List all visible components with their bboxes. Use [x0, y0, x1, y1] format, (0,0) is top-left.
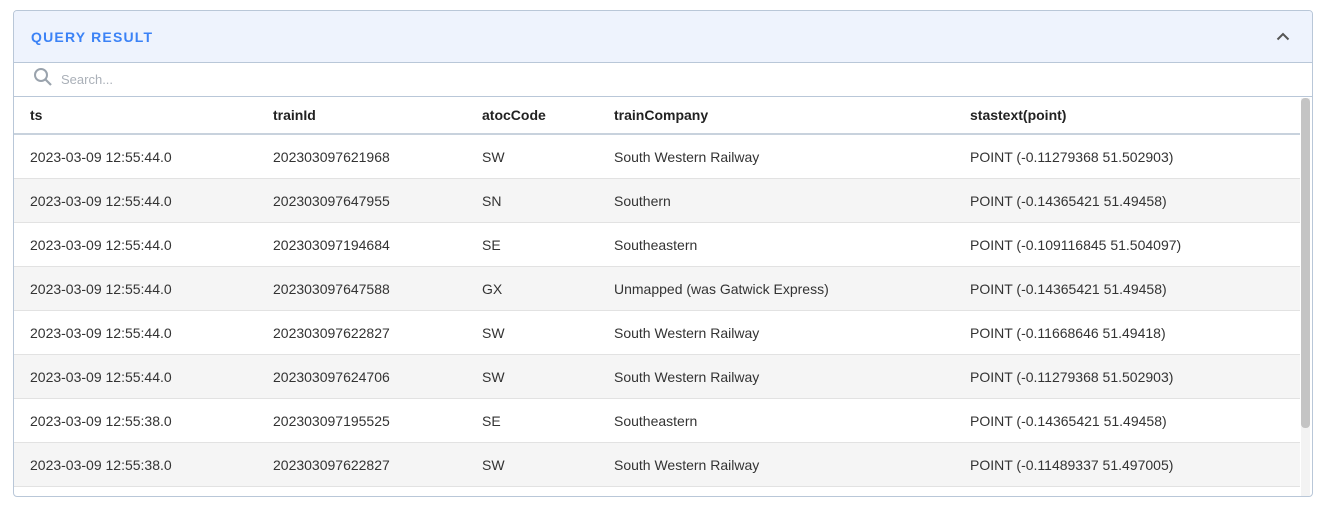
- cell-stastext-point: POINT (-0.11279368 51.502903): [970, 134, 1300, 179]
- search-bar: [14, 63, 1312, 97]
- cell-train-id: 202303097647588: [273, 266, 482, 311]
- chevron-up-icon[interactable]: [1272, 26, 1294, 48]
- cell-ts: 2023-03-09 12:55:44.0: [14, 266, 273, 311]
- column-header-ts[interactable]: ts: [14, 97, 273, 135]
- cell-atoc-code: SE: [482, 222, 614, 267]
- cell-train-company: South Western Railway: [614, 310, 970, 355]
- table-row[interactable]: 2023-03-09 12:55:44.0 202303097194684 SE So…: [14, 222, 1300, 267]
- cell-ts: 2023-03-09 12:55:44.0: [14, 178, 273, 223]
- search-input[interactable]: [59, 71, 463, 88]
- table-row[interactable]: 2023-03-09 12:55:44.0 202303097622827 SW So…: [14, 310, 1300, 355]
- column-header-traincompany[interactable]: trainCompany: [614, 97, 970, 135]
- cell-stastext-point: POINT (-0.14365421 51.49458): [970, 266, 1300, 311]
- table-row[interactable]: 2023-03-09 12:55:38.0 202303097195525 SE So…: [14, 398, 1300, 443]
- table-row[interactable]: 2023-03-09 12:55:44.0 202303097624706 SW So…: [14, 354, 1300, 399]
- cell-atoc-code: SW: [482, 134, 614, 179]
- cell-atoc-code: SW: [482, 442, 614, 487]
- cell-train-id: 202303097195525: [273, 398, 482, 443]
- table-row[interactable]: 2023-03-09 12:55:44.0 202303097621968 SW So…: [14, 134, 1300, 179]
- cell-ts: 2023-03-09 12:55:38.0: [14, 398, 273, 443]
- cell-train-id: 202303097624706: [273, 354, 482, 399]
- table-row[interactable]: 2023-03-09 12:55:44.0 202303097647955 SN So…: [14, 178, 1300, 223]
- cell-train-id: 202303097621968: [273, 134, 482, 179]
- search-icon: [33, 67, 53, 92]
- table-row[interactable]: 2023-03-09 12:55:38.0 202303097622827 SW So…: [14, 442, 1300, 487]
- query-result-panel: QUERY RESULT tstrainIdatocCodetrainCompa…: [13, 10, 1313, 497]
- cell-train-company: Southeastern: [614, 222, 970, 267]
- panel-title: QUERY RESULT: [31, 28, 154, 45]
- cell-stastext-point: POINT (-0.11279368 51.502903): [970, 354, 1300, 399]
- cell-atoc-code: SN: [482, 178, 614, 223]
- table-header-row: ts trainId atocCode trainCompany stastext(po…: [14, 97, 1300, 135]
- column-header-atoccode[interactable]: atocCode: [482, 97, 614, 135]
- cell-atoc-code: SE: [482, 398, 614, 443]
- scrollbar-thumb[interactable]: [1301, 98, 1310, 428]
- cell-ts: 2023-03-09 12:55:44.0: [14, 134, 273, 179]
- cell-atoc-code: SW: [482, 354, 614, 399]
- cell-stastext-point: POINT (-0.109116845 51.504097): [970, 222, 1300, 267]
- cell-train-company: Southeastern: [614, 398, 970, 443]
- cell-train-company: South Western Railway: [614, 354, 970, 399]
- cell-train-company: South Western Railway: [614, 134, 970, 179]
- cell-train-id: 202303097622827: [273, 310, 482, 355]
- cell-stastext-point: POINT (-0.11668646 51.49418): [970, 310, 1300, 355]
- vertical-scrollbar[interactable]: [1301, 98, 1310, 496]
- results-table-container: ts trainId atocCode trainCompany stastext(po…: [14, 97, 1300, 496]
- cell-train-company: [614, 486, 970, 496]
- results-table: ts trainId atocCode trainCompany stastext(po…: [14, 97, 1300, 496]
- cell-stastext-point: POINT (-0.11489337 51.497005): [970, 442, 1300, 487]
- cell-ts: 2023-03-09 12:55:38.0: [14, 442, 273, 487]
- cell-ts: 2023-03-09 12:55:44.0: [14, 354, 273, 399]
- cell-train-id: 202303097194684: [273, 222, 482, 267]
- cell-train-id: 202303097647955: [273, 178, 482, 223]
- cell-ts: [14, 486, 273, 496]
- cell-stastext-point: [970, 486, 1300, 496]
- cell-atoc-code: SW: [482, 310, 614, 355]
- cell-atoc-code: [482, 486, 614, 496]
- panel-header[interactable]: QUERY RESULT: [14, 11, 1312, 63]
- cell-train-id: 202303097622827: [273, 442, 482, 487]
- cell-stastext-point: POINT (-0.14365421 51.49458): [970, 178, 1300, 223]
- cell-stastext-point: POINT (-0.14365421 51.49458): [970, 398, 1300, 443]
- cell-train-company: South Western Railway: [614, 442, 970, 487]
- cell-train-id: [273, 486, 482, 496]
- column-header-trainid[interactable]: trainId: [273, 97, 482, 135]
- cell-ts: 2023-03-09 12:55:44.0: [14, 222, 273, 267]
- cell-ts: 2023-03-09 12:55:44.0: [14, 310, 273, 355]
- cell-train-company: Unmapped (was Gatwick Express): [614, 266, 970, 311]
- table-row[interactable]: [14, 486, 1300, 496]
- column-header-stastext-point[interactable]: stastext(point): [970, 97, 1300, 135]
- table-row[interactable]: 2023-03-09 12:55:44.0 202303097647588 GX Un…: [14, 266, 1300, 311]
- cell-atoc-code: GX: [482, 266, 614, 311]
- cell-train-company: Southern: [614, 178, 970, 223]
